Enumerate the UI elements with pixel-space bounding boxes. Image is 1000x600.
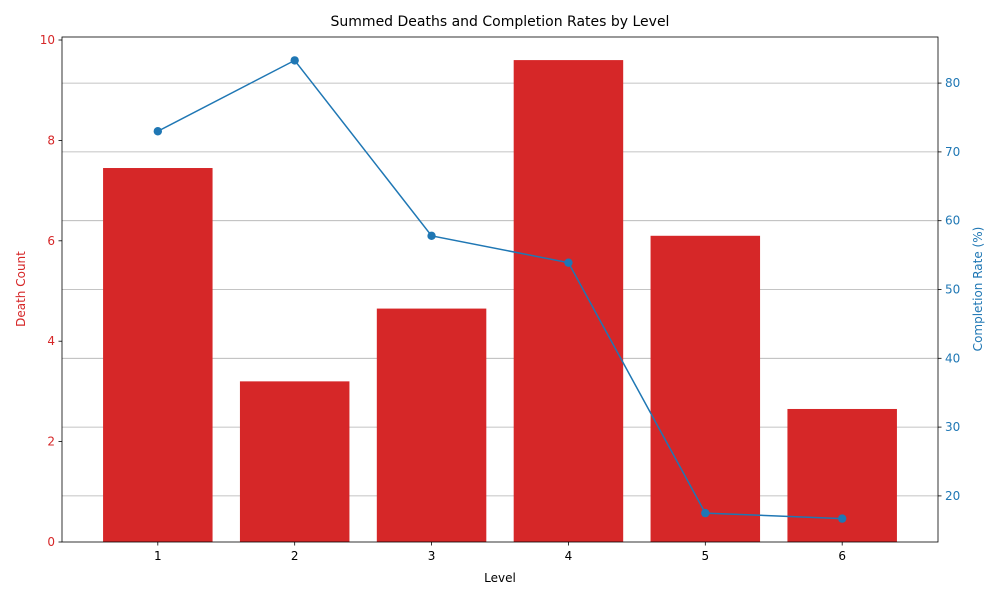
x-tick-label: 4 bbox=[565, 549, 573, 563]
chart-title: Summed Deaths and Completion Rates by Le… bbox=[331, 14, 670, 30]
right-y-tick-label: 30 bbox=[945, 420, 960, 434]
left-y-tick-label: 10 bbox=[40, 33, 55, 47]
bar-series bbox=[103, 60, 897, 542]
right-y-tick-label: 20 bbox=[945, 489, 960, 503]
right-y-tick-label: 40 bbox=[945, 351, 960, 365]
bar-level-4 bbox=[513, 60, 624, 542]
x-tick-label: 6 bbox=[838, 549, 846, 563]
line-point-level-3 bbox=[427, 231, 436, 241]
completion-rate-line bbox=[157, 59, 843, 520]
left-y-tick-label: 8 bbox=[47, 133, 55, 147]
x-tick-label: 1 bbox=[154, 549, 162, 563]
x-axis-label: Level bbox=[484, 571, 516, 585]
left-y-tick-label: 6 bbox=[47, 234, 55, 248]
bar-level-5 bbox=[650, 235, 761, 542]
right-y-tick-label: 60 bbox=[945, 214, 960, 228]
right-y-tick-label: 80 bbox=[945, 76, 960, 90]
line-point-level-1 bbox=[153, 127, 163, 136]
left-y-tick-label: 4 bbox=[47, 334, 55, 348]
bar-level-2 bbox=[239, 381, 350, 542]
line-point-level-5 bbox=[701, 508, 710, 518]
x-tick-label: 3 bbox=[428, 549, 436, 563]
right-y-tick-label: 50 bbox=[945, 283, 960, 297]
left-y-tick-label: 2 bbox=[47, 435, 55, 449]
x-tick-label: 5 bbox=[701, 549, 709, 563]
line-point-level-2 bbox=[290, 56, 299, 65]
left-y-axis-label: Death Count bbox=[14, 251, 28, 327]
x-tick-label: 2 bbox=[291, 549, 299, 563]
line-series bbox=[153, 56, 847, 523]
line-point-level-4 bbox=[564, 258, 573, 267]
bar-level-3 bbox=[376, 308, 487, 542]
line-point-level-6 bbox=[837, 514, 847, 523]
left-y-tick-label: 0 bbox=[47, 535, 55, 549]
right-y-axis-label: Completion Rate (%) bbox=[971, 227, 985, 352]
right-y-tick-label: 70 bbox=[945, 145, 960, 159]
bar-level-1 bbox=[103, 168, 213, 542]
